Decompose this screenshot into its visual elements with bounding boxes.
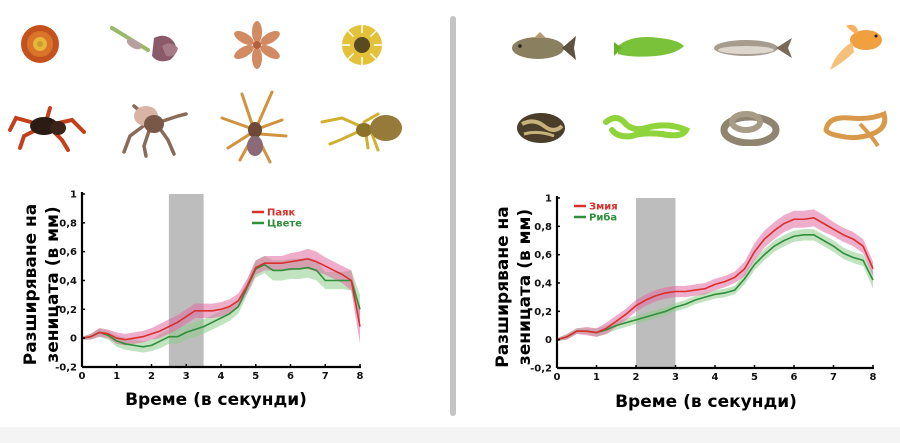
stimulus-interval-highlight [636, 198, 676, 368]
footer-strip [0, 427, 900, 443]
y-tick-label: 1 [70, 190, 77, 201]
ball-python-snake-image [514, 110, 568, 146]
x-tick-label: 3 [183, 371, 190, 382]
flower-spider-stimuli [0, 0, 450, 175]
y-tick-label: 0,2 [59, 305, 77, 316]
series-line-red [556, 217, 874, 341]
x-tick-label: 5 [751, 372, 758, 383]
y-tick-label: 0 [545, 335, 552, 346]
x-tick-label: 6 [287, 371, 294, 382]
x-tick-label: 8 [870, 372, 877, 383]
goldfish-image [826, 22, 890, 74]
y-axis-title-line2: зеницата (в мм) [515, 209, 535, 365]
series-line-green [81, 263, 361, 348]
x-tick-label: 1 [113, 371, 120, 382]
x-axis-title: Време (в секунди) [615, 392, 797, 412]
x-tick-label: 5 [252, 371, 259, 382]
coiled-grey-snake-image [718, 108, 782, 146]
x-tick-label: 2 [148, 371, 155, 382]
series-line-red [81, 258, 361, 341]
red-knee-tarantula-image [6, 100, 86, 152]
green-viper-snake-image [602, 112, 690, 142]
snake-fish-panel: -0,2 0 0,2 0,4 0,6 0,8 1 0 1 2 3 4 5 6 7 8 Време (в секу… [470, 0, 900, 425]
x-tick-label: 2 [633, 372, 640, 383]
panel-divider [450, 16, 456, 416]
y-tick-label: 0,6 [59, 247, 77, 258]
series-line-green [556, 234, 874, 341]
y-tick-label: 0,4 [59, 276, 77, 287]
fish-snake-stimuli [470, 0, 900, 175]
silver-fish-image [710, 34, 794, 60]
x-tick-label: 6 [791, 372, 798, 383]
hairy-tarantula-image [116, 96, 188, 158]
iris-flower-image [108, 22, 192, 68]
x-tick-label: 7 [322, 371, 329, 382]
legend-label: Цвете [267, 219, 302, 230]
error-band-red [557, 209, 873, 342]
y-tick-label: 0,6 [534, 250, 552, 261]
y-tick-label: 0,8 [59, 218, 77, 229]
y-axis-title-line1: Разширяване на [493, 206, 513, 368]
y-axis-title-line2: зеницата (в мм) [43, 206, 63, 362]
x-tick-label: 7 [830, 372, 837, 383]
x-tick-label: 0 [554, 372, 561, 383]
y-tick-label: 0 [70, 334, 77, 345]
y-tick-label: -0,2 [55, 363, 77, 374]
y-tick-label: 0,4 [534, 279, 552, 290]
marigold-flower-image [18, 22, 62, 66]
carp-fish-image [508, 30, 578, 64]
x-tick-label: 1 [593, 372, 600, 383]
x-tick-label: 4 [218, 371, 225, 382]
corn-snake-image [820, 104, 890, 150]
green-wrasse-fish-image [612, 32, 686, 62]
x-tick-label: 8 [357, 371, 364, 382]
x-axis-title: Време (в секунди) [125, 390, 307, 410]
spider-flower-panel: -0,2 0 0,2 0,4 0,6 0,8 1 0 1 2 3 4 5 6 7 8 Време (в секу… [0, 0, 450, 425]
long-leg-spider-image [220, 90, 290, 166]
legend-label: Паяк [267, 208, 296, 219]
x-tick-label: 4 [712, 372, 719, 383]
crab-spider-image [320, 106, 404, 154]
y-tick-label: -0,2 [530, 364, 552, 375]
legend-label: Риба [589, 212, 617, 224]
x-tick-label: 0 [79, 371, 86, 382]
lily-flower-image [234, 20, 280, 70]
y-tick-label: 1 [545, 194, 552, 205]
sunflower-image [340, 22, 384, 68]
y-tick-label: 0,2 [534, 307, 552, 318]
y-axis-title-line1: Разширяване на [21, 204, 41, 366]
y-tick-label: 0,8 [534, 222, 552, 233]
x-tick-label: 3 [672, 372, 679, 383]
legend-label: Змия [589, 202, 618, 213]
